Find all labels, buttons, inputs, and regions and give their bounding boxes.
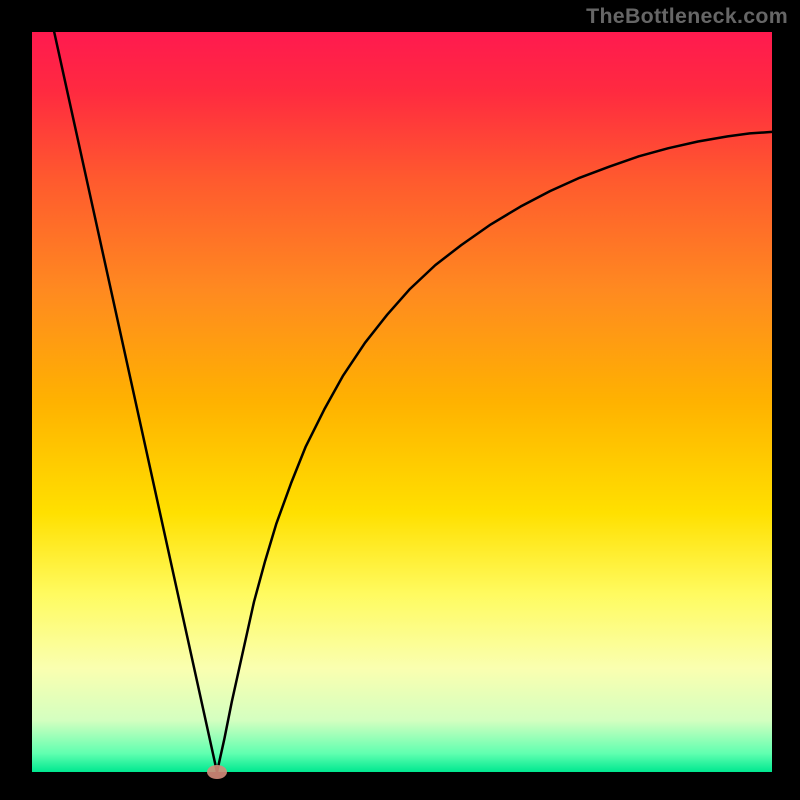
curve-layer	[32, 32, 772, 772]
optimal-marker	[207, 765, 227, 779]
plot-area	[30, 30, 774, 774]
watermark-label: TheBottleneck.com	[586, 4, 788, 29]
bottleneck-curve	[54, 32, 772, 772]
